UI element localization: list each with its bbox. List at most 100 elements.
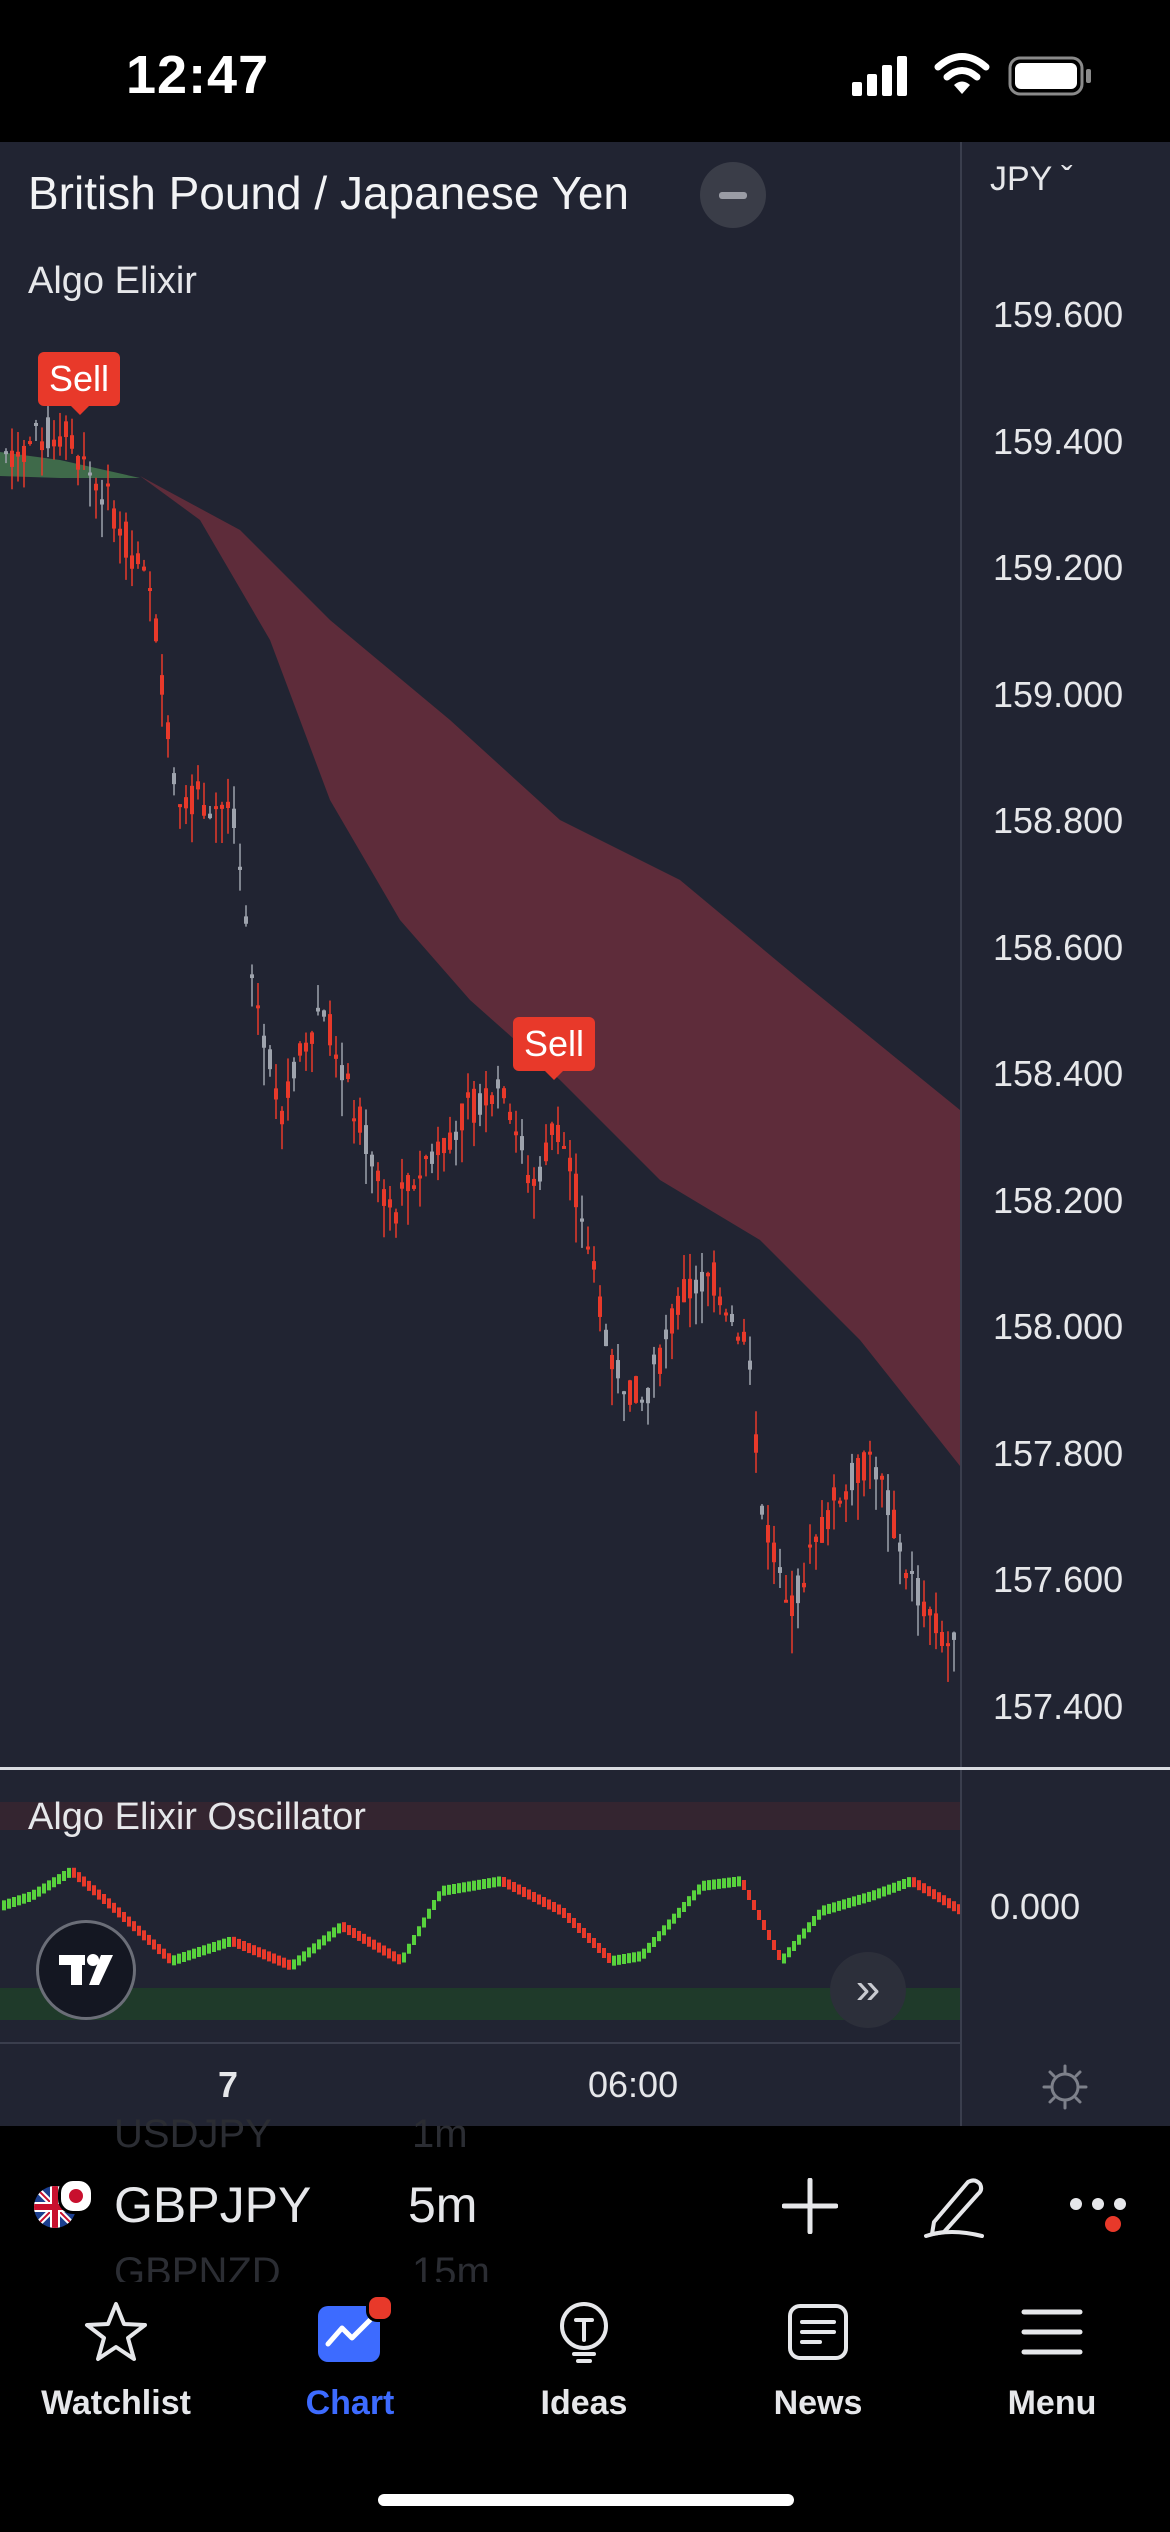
candle-body: [952, 1632, 956, 1640]
candle-body: [568, 1157, 572, 1172]
oscillator-bar: [232, 1936, 236, 1947]
candle-body: [94, 483, 98, 491]
plus-icon[interactable]: [782, 2178, 838, 2234]
candle-body: [904, 1572, 908, 1579]
nav-news[interactable]: News: [728, 2300, 908, 2450]
chart-area[interactable]: [0, 142, 1170, 2126]
candle-body: [70, 435, 74, 449]
oscillator-bar: [527, 1889, 531, 1900]
currency-selector[interactable]: JPY ˇ: [990, 160, 1073, 198]
oscillator-bar: [237, 1938, 241, 1949]
candle-body: [802, 1582, 806, 1588]
oscillator-bar: [582, 1928, 586, 1938]
chart-settings-icon[interactable]: [1040, 2062, 1090, 2112]
time-axis-separator: [0, 2042, 960, 2044]
candle-body: [712, 1262, 716, 1296]
oscillator-bar: [847, 1897, 851, 1908]
oscillator-bar: [857, 1894, 861, 1905]
candle-body: [790, 1595, 794, 1617]
oscillator-bar: [142, 1930, 146, 1941]
candle-body: [916, 1578, 920, 1606]
pencil-icon[interactable]: [920, 2170, 990, 2240]
oscillator-bar: [632, 1952, 636, 1963]
oscillator-bar: [542, 1897, 546, 1907]
candle-body: [478, 1093, 482, 1115]
candle-body: [190, 785, 194, 815]
candle-body: [892, 1509, 896, 1539]
candle-body: [874, 1467, 878, 1480]
candle-body: [856, 1458, 860, 1483]
oscillator-bar: [82, 1876, 86, 1887]
candle-body: [934, 1613, 938, 1634]
oscillator-legend[interactable]: Algo Elixir Oscillator: [28, 1796, 366, 1838]
oscillator-bar: [452, 1884, 456, 1894]
symbol-picker[interactable]: GBPJPY: [114, 2177, 312, 2233]
candle-body: [880, 1475, 884, 1480]
candle-body: [724, 1312, 728, 1316]
candle-body: [592, 1261, 596, 1270]
candle-body: [748, 1360, 752, 1370]
candle-body: [754, 1434, 758, 1453]
oscillator-bar: [332, 1927, 336, 1938]
oscillator-bar: [392, 1951, 396, 1962]
oscillator-bar: [922, 1883, 926, 1894]
candle-body: [322, 1010, 326, 1017]
candle-body: [574, 1173, 578, 1208]
price-label: 158.600: [993, 926, 1124, 968]
nav-label: Menu: [1007, 2384, 1097, 2422]
tradingview-logo-icon[interactable]: [36, 1920, 136, 2020]
symbol-title[interactable]: British Pound / Japanese Yen: [28, 167, 630, 219]
candle-body: [340, 1065, 344, 1081]
oscillator-bar: [307, 1947, 311, 1958]
candle-body: [166, 722, 170, 740]
scroll-to-realtime-button[interactable]: »: [830, 1952, 906, 2028]
candle-body: [688, 1278, 692, 1299]
indicator-legend[interactable]: Algo Elixir: [28, 260, 197, 302]
oscillator-bar: [727, 1877, 731, 1888]
candle-body: [544, 1142, 548, 1162]
oscillator-bar: [62, 1871, 66, 1881]
candle-body: [286, 1081, 290, 1098]
oscillator-bar: [17, 1895, 21, 1906]
oscillator-bar: [802, 1928, 806, 1939]
oscillator-bar: [762, 1920, 766, 1930]
price-label: 159.000: [993, 673, 1124, 715]
candle-body: [352, 1118, 356, 1122]
interval-picker[interactable]: 5m: [408, 2177, 478, 2233]
battery-icon: [1008, 56, 1091, 96]
oscillator-bar: [492, 1877, 496, 1888]
more-icon[interactable]: [1068, 2186, 1158, 2236]
nav-ideas[interactable]: Ideas: [494, 2300, 674, 2450]
oscillator-bar: [807, 1922, 811, 1933]
oscillator-bar: [627, 1953, 631, 1964]
nav-label: News: [773, 2384, 863, 2422]
candle-body: [532, 1178, 536, 1186]
oscillator-bar: [212, 1942, 216, 1952]
nav-watchlist[interactable]: Watchlist: [26, 2300, 206, 2450]
nav-label: Chart: [305, 2384, 395, 2422]
oscillator-bar: [177, 1953, 181, 1964]
candle-body: [88, 472, 92, 476]
oscillator-bar: [792, 1941, 796, 1951]
hamburger-icon: [1021, 2309, 1083, 2355]
pane-separator[interactable]: [0, 1767, 1170, 1770]
oscillator-bar: [252, 1945, 256, 1956]
collapse-legend-button[interactable]: [700, 162, 766, 228]
oscillator-bar: [202, 1945, 206, 1956]
candle-body: [328, 1014, 332, 1046]
oscillator-bar: [2, 1900, 6, 1911]
oscillator-bar: [692, 1890, 696, 1901]
nav-menu[interactable]: Menu: [962, 2300, 1142, 2450]
candle-body: [304, 1042, 308, 1052]
price-chart[interactable]: [0, 142, 960, 1767]
oscillator-bar: [402, 1952, 406, 1963]
candle-body: [160, 675, 164, 695]
candle-body: [436, 1141, 440, 1156]
chart-icon: [318, 2306, 380, 2362]
nav-chart[interactable]: Chart: [260, 2294, 440, 2450]
oscillator-bar: [522, 1887, 526, 1897]
oscillator-chart[interactable]: [0, 1770, 960, 2042]
oscillator-bar: [597, 1943, 601, 1953]
oscillator-bar: [647, 1942, 651, 1953]
price-axis-divider: [960, 142, 962, 2126]
